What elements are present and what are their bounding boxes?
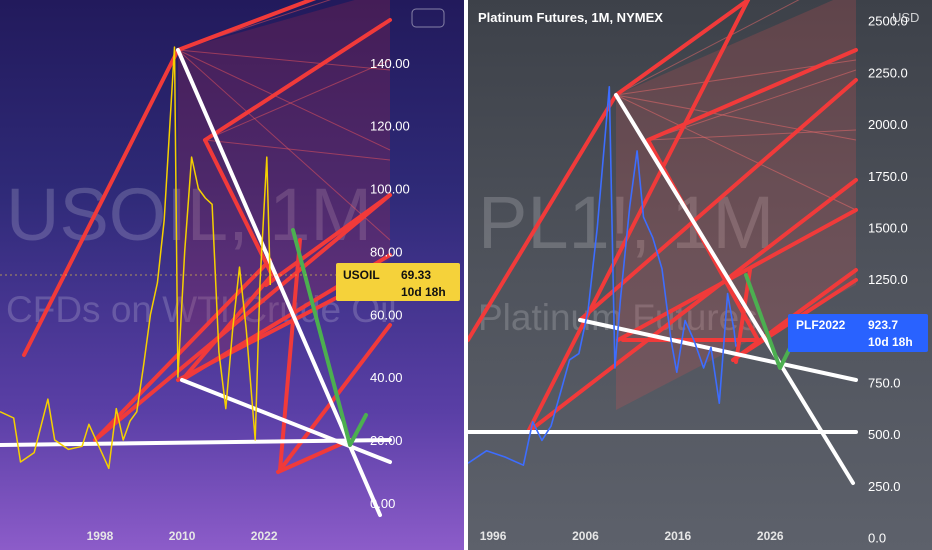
usoil-chart-panel[interactable]: USOIL, 1M CFDs on WTI Crude Oil 140.0012…	[0, 0, 464, 550]
platinum-fib-fan-line-3	[615, 94, 857, 211]
usoil-time-axis: 1998 2010 2022	[87, 529, 278, 543]
platinum-label-value: 923.7	[868, 318, 898, 332]
usoil-channel-line-7	[180, 273, 274, 382]
platinum-y-tick: 1250.0	[868, 272, 908, 287]
usoil-y-tick: 20.00	[370, 433, 403, 448]
usoil-x-tick: 1998	[87, 529, 114, 543]
usoil-support-line-0	[0, 438, 392, 447]
usoil-channel-line-11	[276, 438, 352, 474]
platinum-channel-line-0	[468, 93, 618, 342]
usoil-fib-fan-line-2	[177, 49, 391, 151]
usoil-y-tick: 40.00	[370, 370, 403, 385]
platinum-fib-fan-line-2	[615, 94, 857, 141]
usoil-y-tick: 0.00	[370, 496, 395, 511]
usoil-channel-line-5	[203, 18, 392, 142]
platinum-y-tick: 2250.0	[868, 65, 908, 80]
platinum-trendline-overlay	[468, 0, 858, 485]
usoil-y-tick: 120.00	[370, 119, 410, 134]
platinum-chart[interactable]: PL1!, 1M Platinum Futures 2500.02250.020…	[468, 0, 932, 550]
platinum-label-countdown: 10d 18h	[868, 335, 913, 349]
usoil-y-tick: 80.00	[370, 244, 403, 259]
platinum-x-tick: 2016	[665, 529, 692, 543]
platinum-fib-fan-line-0	[615, 0, 800, 96]
platinum-channel-line-4	[578, 78, 858, 322]
platinum-channel-line-2	[526, 0, 750, 434]
platinum-channel-line-7	[646, 48, 858, 142]
platinum-x-tick: 2006	[572, 529, 599, 543]
usoil-label-symbol: USOIL	[343, 268, 380, 282]
platinum-y-tick: 2000.0	[868, 117, 908, 132]
platinum-y-tick: 2500.0	[868, 14, 908, 29]
usoil-y-tick: 140.00	[370, 56, 410, 71]
usoil-watermark-name: CFDs on WTI Crude Oil	[6, 289, 397, 330]
usoil-chart[interactable]: USOIL, 1M CFDs on WTI Crude Oil 140.0012…	[0, 0, 464, 550]
platinum-y-tick: 1750.0	[868, 169, 908, 184]
usoil-channel-line-8	[264, 193, 392, 287]
platinum-chart-title: Platinum Futures, 1M, NYMEX	[478, 10, 663, 25]
usoil-fib-fan-line-5	[204, 139, 391, 161]
usoil-channel-line-2	[93, 193, 392, 442]
usoil-fib-fan-line-1	[177, 49, 391, 71]
usoil-price-series	[0, 46, 272, 470]
usoil-channel-line-12	[278, 238, 302, 472]
platinum-chart-panel[interactable]: PL1!, 1M Platinum Futures 2500.02250.020…	[468, 0, 932, 550]
platinum-price-label: PLF2022 923.7 10d 18h	[788, 314, 928, 352]
platinum-y-tick: 0.0	[868, 531, 886, 546]
platinum-y-tick: 1500.0	[868, 220, 908, 235]
usoil-support-line-2	[180, 378, 392, 464]
platinum-currency-label[interactable]: USD	[892, 10, 919, 25]
usoil-toolbar-button[interactable]	[411, 8, 445, 28]
platinum-channel-line-1	[614, 0, 750, 97]
platinum-channel-line-5	[616, 208, 858, 342]
usoil-price-label-bg	[336, 263, 460, 301]
usoil-channel-line-1	[176, 0, 317, 52]
platinum-support-line-2	[578, 318, 858, 382]
platinum-channel-line-3	[526, 178, 858, 434]
platinum-y-tick: 250.0	[868, 479, 901, 494]
platinum-price-line	[468, 86, 737, 467]
usoil-label-countdown: 10d 18h	[401, 285, 446, 299]
usoil-y-tick: 60.00	[370, 307, 403, 322]
platinum-time-axis: 1996 2006 2016 2026	[480, 529, 784, 543]
usoil-label-value: 69.33	[401, 268, 431, 282]
platinum-price-axis: 2500.02250.02000.01750.01500.01250.01000…	[868, 14, 908, 546]
usoil-channel-line-0	[22, 48, 180, 357]
platinum-label-symbol: PLF2022	[796, 318, 846, 332]
usoil-channel-line-10	[278, 323, 392, 472]
usoil-channel-line-6	[203, 138, 274, 277]
platinum-x-tick: 2026	[757, 529, 784, 543]
usoil-y-tick: 100.00	[370, 182, 410, 197]
platinum-price-series	[468, 86, 737, 467]
usoil-price-axis: 140.00 120.00 100.00 80.00 60.00 40.00 20.00 0.…	[370, 56, 410, 511]
platinum-y-tick: 500.0	[868, 427, 901, 442]
platinum-price-label-bg	[788, 314, 928, 352]
platinum-support-line-1	[614, 93, 855, 485]
usoil-x-tick: 2022	[251, 529, 278, 543]
usoil-price-line	[0, 46, 272, 470]
usoil-fib-fan-line-3	[177, 49, 391, 241]
usoil-fib-fan-line-4	[204, 59, 391, 141]
usoil-trendline-overlay	[0, 0, 392, 517]
platinum-x-tick: 1996	[480, 529, 507, 543]
usoil-channel-line-9	[93, 258, 272, 442]
platinum-fib-fan-line-5	[647, 129, 857, 141]
usoil-projection-arrow	[291, 228, 368, 447]
panel-divider	[464, 0, 468, 550]
usoil-price-label: USOIL 69.33 10d 18h	[336, 263, 460, 301]
platinum-y-tick: 750.0	[868, 376, 901, 391]
usoil-x-tick: 2010	[169, 529, 196, 543]
